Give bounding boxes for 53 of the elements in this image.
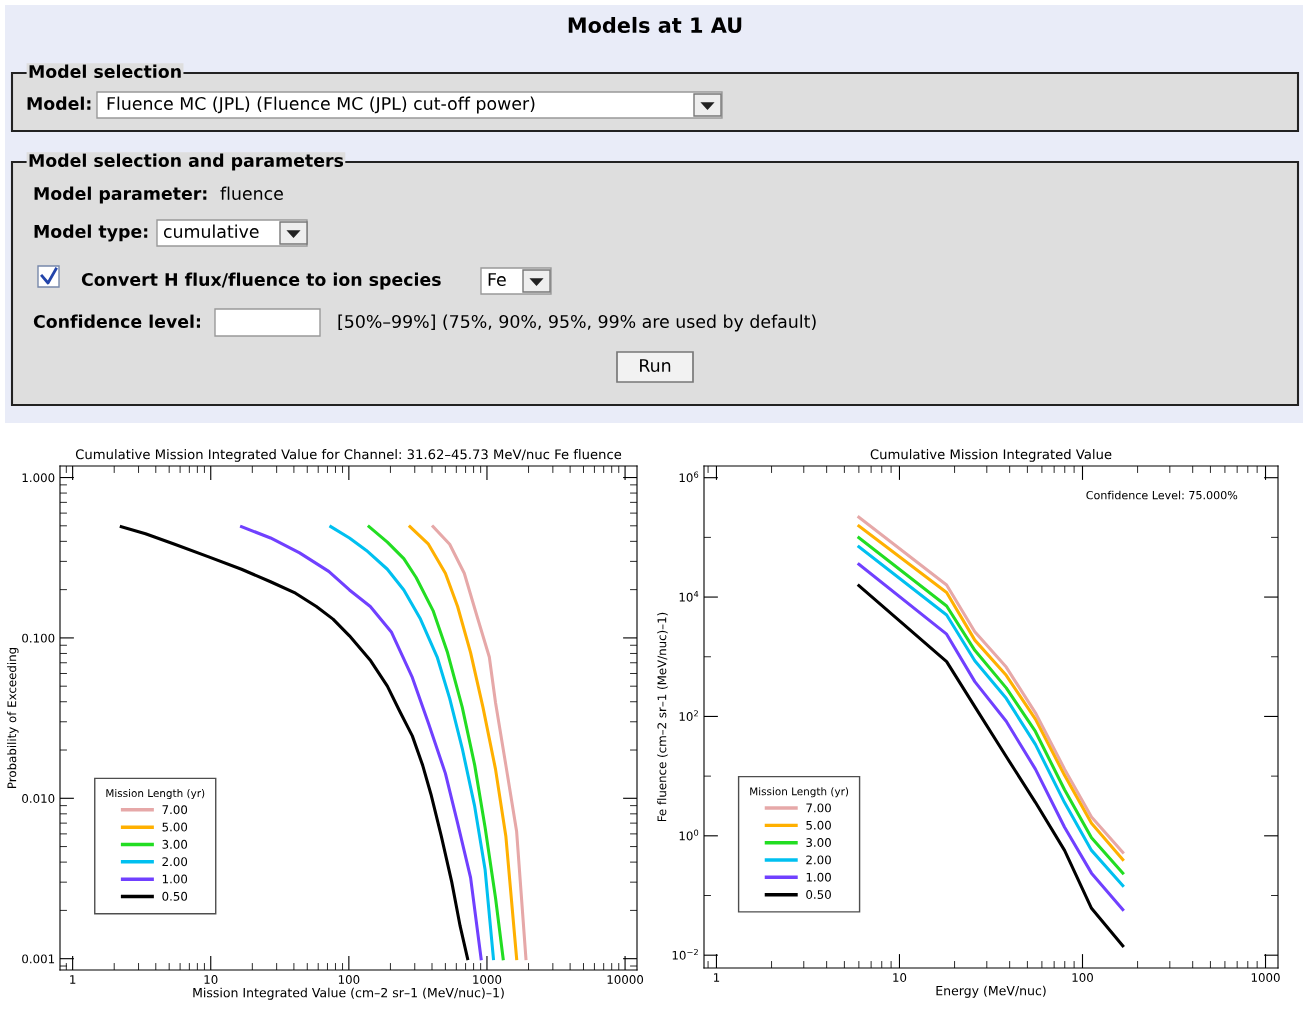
text: Convert H flux/fluence to ion species — [81, 272, 441, 290]
y-tick-label: 10$^{4}$ — [679, 590, 699, 602]
y-axis-title: Probability of Exceeding — [7, 647, 19, 788]
text: Confidence level: — [33, 314, 200, 329]
x-tick-label: 10 — [204, 975, 218, 984]
legend-label: 7.00 — [806, 803, 831, 813]
text: fluence — [220, 186, 283, 201]
y-tick-label: 1.000 — [22, 473, 55, 483]
y-axis-title: Fe fluence (cm–2 sr–1 (MeV/nuc)–1) — [657, 612, 668, 822]
x-axis-title: Mission Integrated Value (cm–2 sr–1 (MeV/nuc)–1) — [193, 987, 504, 1000]
text: Models at 1 AU — [568, 16, 742, 34]
text: Model selection and parameters — [29, 153, 344, 171]
x-tick-label: 1 — [70, 975, 76, 984]
text: cumulative — [163, 224, 259, 239]
y-tick-label: 10$^{6}$ — [679, 471, 699, 483]
legend-label: 7.00 — [162, 805, 188, 815]
y-tick-label: 0.100 — [22, 633, 55, 643]
text: Run — [640, 359, 671, 373]
text: Fe — [488, 273, 506, 287]
x-tick-label: 100 — [338, 975, 360, 984]
legend-label: 5.00 — [162, 822, 188, 832]
annotation: Confidence Level: 75.000% — [1086, 490, 1238, 500]
legend-label: 0.50 — [162, 891, 188, 901]
y-tick-label: 10$^{−2}$ — [672, 948, 698, 960]
y-tick-label: 0.001 — [22, 954, 55, 964]
chart-title: Cumulative Mission Integrated Value — [870, 449, 1112, 462]
x-tick-label: 1000 — [473, 975, 502, 984]
legend-label: 2.00 — [162, 857, 188, 867]
text: Model type: — [34, 224, 148, 242]
y-tick-label: 0.010 — [22, 794, 55, 803]
x-tick-label: 100 — [1072, 973, 1093, 982]
legend-title: Mission Length (yr) — [106, 789, 205, 800]
text: Model selection — [29, 64, 181, 79]
x-tick-label: 10 — [893, 973, 907, 982]
x-axis-title: Energy (MeV/nuc) — [936, 985, 1046, 998]
chart-title: Cumulative Mission Integrated Value for Channel: 31.62–45.73 MeV/nuc Fe fluence — [75, 449, 622, 462]
legend-label: 0.50 — [806, 890, 831, 899]
legend-label: 5.00 — [806, 820, 831, 830]
legend-title: Mission Length (yr) — [750, 787, 849, 798]
legend-label: 1.00 — [806, 872, 831, 882]
text: Model: — [27, 96, 91, 111]
x-tick-label: 1 — [713, 973, 720, 982]
legend-label: 3.00 — [162, 839, 188, 849]
x-tick-label: 1000 — [1251, 973, 1280, 982]
legend-label: 2.00 — [806, 855, 831, 865]
text: Fluence MC (JPL) (Fluence MC (JPL) cut-off power) — [107, 96, 535, 114]
legend-label: 1.00 — [162, 874, 188, 884]
legend-label: 3.00 — [806, 838, 831, 847]
text: Model parameter: — [34, 186, 207, 204]
x-tick-label: 10000 — [607, 975, 644, 984]
y-tick-label: 10$^{0}$ — [679, 829, 699, 841]
y-tick-label: 10$^{2}$ — [679, 710, 698, 721]
text: [50%–99%] (75%, 90%, 95%, 99% are used by default) — [338, 314, 816, 332]
